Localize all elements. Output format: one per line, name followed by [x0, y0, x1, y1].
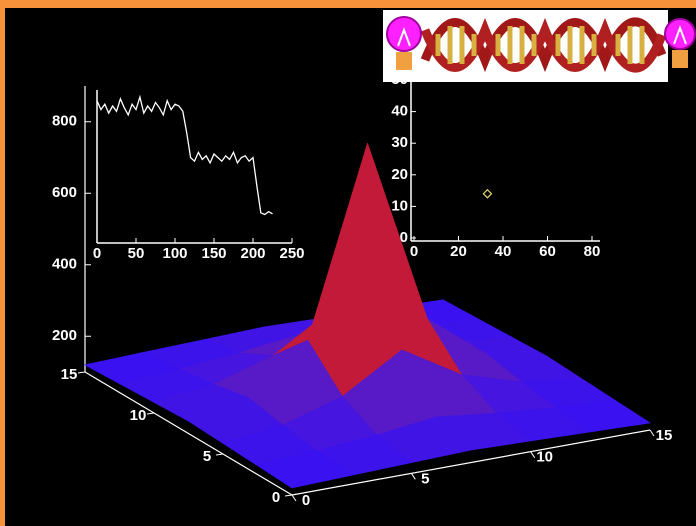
y-tick-label: 0	[400, 229, 408, 246]
y-tick	[215, 453, 224, 456]
y-tick	[284, 494, 293, 497]
z-tick-label: 400	[52, 256, 77, 273]
y-tick-label: 30	[391, 134, 408, 151]
x-tick-label: 250	[279, 245, 304, 262]
x-tick-label: 200	[240, 245, 265, 262]
y-tick-label: 10	[391, 197, 408, 214]
y-tick	[146, 412, 155, 415]
surface	[84, 143, 651, 489]
bulb-filament	[673, 25, 687, 45]
z-tick-label: 600	[52, 184, 77, 201]
charts: 0501001502002500102030405002040608020040…	[52, 71, 672, 509]
z-tick-label: 800	[52, 113, 77, 130]
y-tick-label: 0	[272, 489, 280, 506]
x-tick-label: 100	[162, 245, 187, 262]
y-tick-label: 20	[391, 166, 408, 183]
x-tick	[530, 451, 536, 458]
y-tick-label: 10	[130, 407, 147, 424]
y-tick-label: 5	[203, 448, 211, 465]
x-tick	[410, 473, 416, 480]
bulb	[386, 16, 422, 52]
x-tick-label: 5	[421, 470, 429, 487]
scatter-point	[482, 188, 493, 199]
x-tick-label: 10	[536, 449, 553, 466]
z-tick-label: 200	[52, 327, 77, 344]
y-tick-label: 15	[61, 366, 78, 383]
dna-strand	[420, 17, 667, 73]
surface-patch	[257, 450, 353, 489]
x-tick-label: 20	[450, 243, 467, 260]
x-tick	[291, 494, 297, 502]
y-tick	[77, 371, 86, 374]
x-tick-label: 40	[495, 243, 512, 260]
x-tick-label: 15	[656, 427, 673, 444]
x-tick-label: 60	[539, 243, 556, 260]
x-axis	[291, 429, 651, 496]
bulb-filament	[397, 27, 411, 47]
y-tick-label: 40	[391, 103, 408, 120]
x-tick-label: 0	[302, 492, 310, 509]
y-axis	[84, 371, 293, 496]
dna-strand	[420, 17, 667, 73]
x-tick-label: 0	[93, 245, 101, 262]
x-tick-label: 80	[584, 243, 601, 260]
x-tick-label: 50	[128, 245, 145, 262]
data-line	[96, 94, 273, 216]
bulb	[664, 18, 696, 50]
x-tick-label: 0	[410, 243, 418, 260]
dna-rungs	[435, 26, 645, 64]
bulb-base	[672, 50, 688, 68]
x-tick	[649, 429, 655, 437]
bulb-base	[396, 52, 412, 70]
banner	[383, 10, 696, 82]
x-tick-label: 150	[201, 245, 226, 262]
